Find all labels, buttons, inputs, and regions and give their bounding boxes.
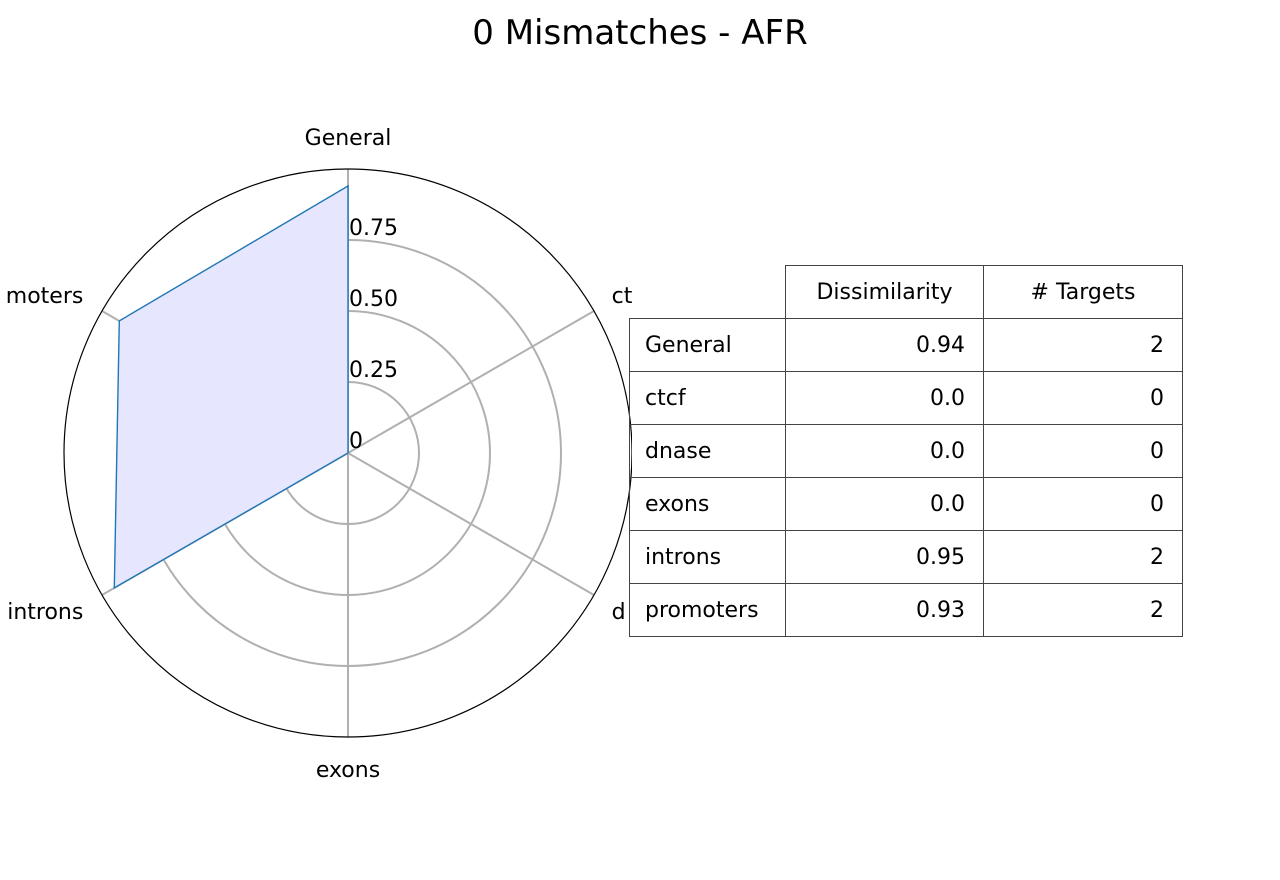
category-label-ctcf: ctcf [612,284,632,309]
chart-title: 0 Mismatches - AFR [472,13,808,53]
radial-tick-label: 0.50 [349,287,398,312]
dissimilarity-cell: 0.0 [785,371,984,425]
targets-cell: 0 [983,424,1183,478]
radial-tick-label: 0 [349,429,363,454]
category-label-dnase: d [612,600,626,625]
table-row: General 0.94 2 [629,318,1183,372]
row-label: ctcf [629,371,786,425]
category-label-General: General [305,126,392,151]
dissimilarity-table: Dissimilarity # Targets General 0.94 2 c… [629,265,1183,637]
table-header-row: Dissimilarity # Targets [630,265,1183,319]
dissimilarity-cell: 0.94 [785,318,984,372]
radar-chart: 0 0.25 0.50 0.75 General ctcf d exons introns mot… [6,126,632,783]
row-label: introns [629,530,786,584]
row-label: General [629,318,786,372]
targets-cell: 0 [983,477,1183,531]
dissimilarity-cell: 0.93 [785,583,984,637]
radar-series [113,184,349,590]
targets-cell: 2 [983,318,1183,372]
column-header-targets: # Targets [983,265,1183,319]
row-label: promoters [629,583,786,637]
targets-cell: 2 [983,530,1183,584]
radial-tick-label: 0.75 [349,216,398,241]
dissimilarity-cell: 0.0 [785,424,984,478]
dissimilarity-cell: 0.95 [785,530,984,584]
radial-spoke-dnase [347,452,595,596]
series-polygon [113,184,349,590]
table-row: ctcf 0.0 0 [629,371,1183,425]
polar-frame [63,168,632,738]
column-header-dissimilarity: Dissimilarity [785,265,984,319]
radar-labels: 0 0.25 0.50 0.75 General ctcf d exons introns mot… [6,126,632,783]
row-label: dnase [629,424,786,478]
category-label-introns: introns [7,600,83,625]
table-row: introns 0.95 2 [629,530,1183,584]
radial-tick-label: 0.25 [349,358,398,383]
category-label-promoters: moters [6,284,84,309]
table-corner-cell [630,266,786,319]
category-label-exons: exons [316,758,380,783]
table-row: exons 0.0 0 [629,477,1183,531]
radial-spoke-ctcf [347,310,595,454]
table-row: dnase 0.0 0 [629,424,1183,478]
targets-cell: 2 [983,583,1183,637]
targets-cell: 0 [983,371,1183,425]
table-row: promoters 0.93 2 [629,583,1183,637]
dissimilarity-cell: 0.0 [785,477,984,531]
row-label: exons [629,477,786,531]
